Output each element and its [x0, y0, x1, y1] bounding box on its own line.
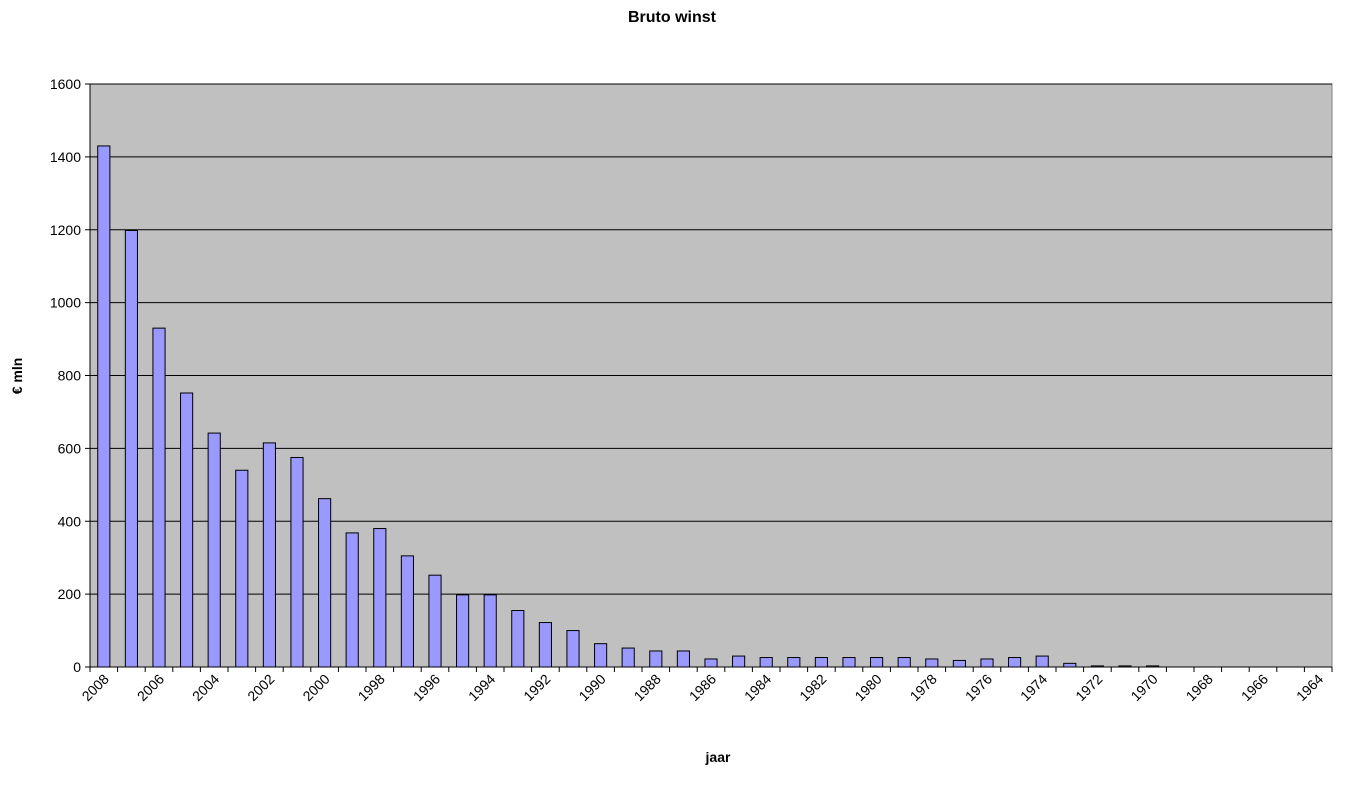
bar	[842, 657, 856, 668]
x-tick-label: 1982	[796, 671, 829, 704]
bar	[1063, 662, 1077, 668]
x-tick-label: 2000	[299, 671, 332, 704]
x-tick-label: 1998	[355, 671, 388, 704]
bar	[318, 498, 332, 668]
bar	[1146, 665, 1160, 668]
x-tick-label: 2008	[79, 671, 112, 704]
bar	[925, 658, 939, 668]
x-tick-label: 1980	[851, 671, 884, 704]
bar	[897, 657, 911, 668]
bar	[732, 655, 746, 668]
x-tick-label: 1972	[1072, 671, 1105, 704]
x-tick-label: 1976	[962, 671, 995, 704]
y-tick-label: 400	[58, 513, 82, 529]
bar	[345, 532, 359, 668]
bar	[428, 574, 442, 668]
y-tick-label: 0	[73, 659, 81, 675]
y-tick-label: 1400	[50, 149, 81, 165]
y-tick-label: 200	[58, 586, 82, 602]
bar	[152, 327, 166, 668]
plot-area: 0 200 400 600 800 1000 1200 1400 1600 2008 2006 200…	[50, 76, 1333, 704]
bar	[235, 469, 249, 668]
bar	[1008, 657, 1022, 668]
y-tick-label: 1200	[50, 222, 81, 238]
bar	[787, 657, 801, 668]
x-tick-label: 1984	[741, 671, 774, 704]
bar	[97, 145, 111, 668]
x-tick-label: 2002	[244, 671, 277, 704]
x-tick-label: 1978	[907, 671, 940, 704]
x-tick-label: 1996	[410, 671, 443, 704]
bar	[676, 650, 690, 668]
bar	[483, 594, 497, 668]
bar	[1118, 665, 1132, 668]
bar	[621, 647, 635, 668]
x-tick-label: 1988	[631, 671, 664, 704]
x-tick-label: 1990	[575, 671, 608, 704]
x-axis-title: jaar	[705, 749, 731, 765]
bar	[1035, 655, 1049, 668]
bar	[180, 392, 194, 668]
x-tick-label: 2006	[134, 671, 167, 704]
bar	[538, 622, 552, 668]
chart-title: Bruto winst	[628, 9, 717, 26]
x-tick-label: 1970	[1127, 671, 1160, 704]
bar	[373, 528, 387, 668]
bar	[594, 643, 608, 668]
bar	[870, 657, 884, 668]
x-tick-label: 2004	[189, 671, 222, 704]
bar	[704, 658, 718, 668]
bar	[511, 610, 525, 668]
bar	[124, 229, 138, 668]
x-tick-label: 1974	[1017, 671, 1050, 704]
bar	[400, 555, 414, 668]
bar	[1090, 665, 1104, 668]
x-tick-label: 1994	[465, 671, 498, 704]
bar	[759, 657, 773, 668]
bar	[814, 657, 828, 668]
x-tick-label: 1966	[1238, 671, 1271, 704]
y-axis-title: € mln	[9, 358, 25, 395]
x-tick-label: 1964	[1293, 671, 1326, 704]
bar	[290, 456, 304, 668]
y-tick-label: 600	[58, 440, 82, 456]
bar	[566, 630, 580, 668]
x-tick-label: 1992	[520, 671, 553, 704]
y-tick-label: 1000	[50, 295, 81, 311]
bar	[456, 594, 470, 668]
y-tick-label: 800	[58, 368, 82, 384]
bar	[952, 659, 966, 668]
bar	[649, 650, 663, 668]
y-tick-label: 1600	[50, 76, 81, 92]
bar	[207, 432, 221, 668]
x-tick-label: 1986	[686, 671, 719, 704]
bar	[262, 442, 276, 668]
x-tick-label: 1968	[1183, 671, 1216, 704]
bar	[980, 658, 994, 668]
